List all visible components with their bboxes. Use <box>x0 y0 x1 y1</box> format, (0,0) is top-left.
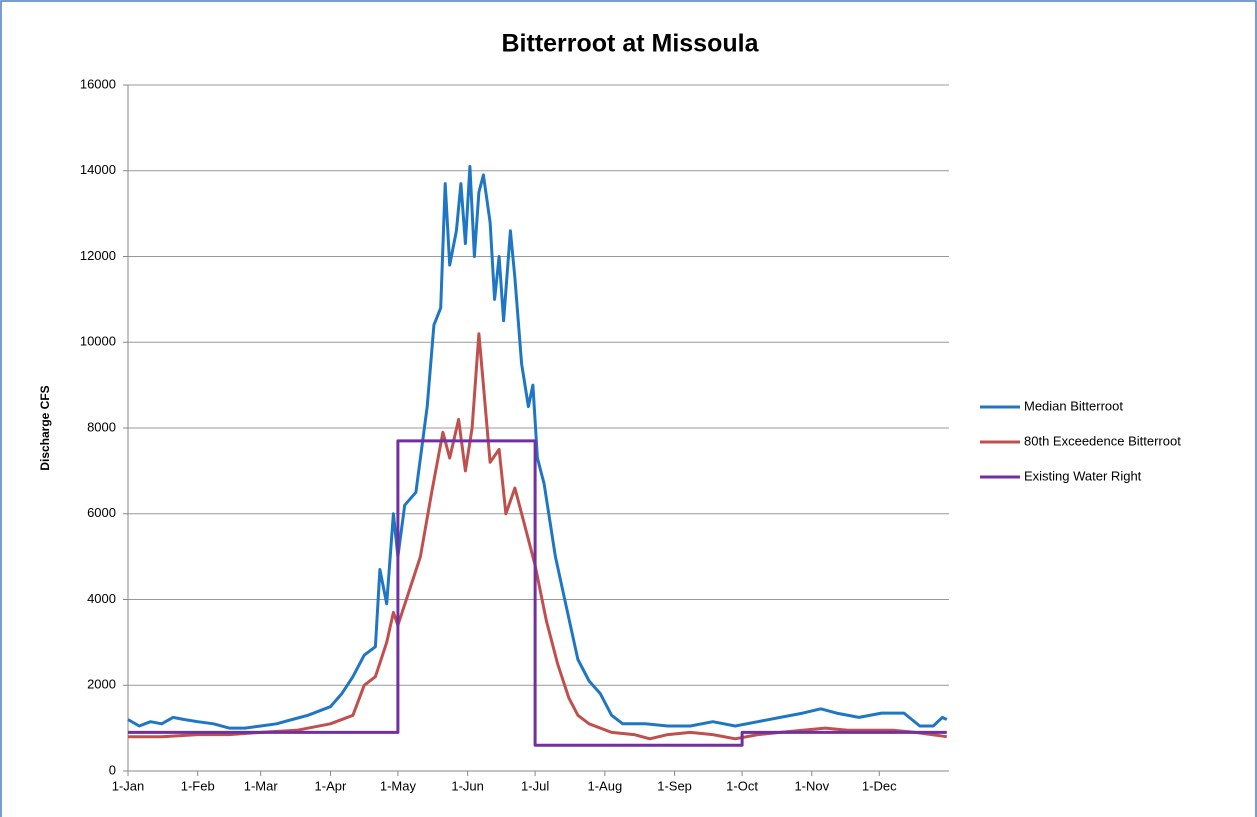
legend-label: Existing Water Right <box>1024 468 1142 483</box>
x-tick-label: 1-Jan <box>112 778 145 793</box>
x-tick-label: 1-Feb <box>181 778 215 793</box>
y-tick-label: 8000 <box>87 419 116 434</box>
y-tick-label: 12000 <box>80 248 116 263</box>
y-tick-label: 6000 <box>87 505 116 520</box>
x-tick-label: 1-May <box>380 778 417 793</box>
y-tick-label: 10000 <box>80 334 116 349</box>
chart-title: Bitterroot at Missoula <box>502 30 760 58</box>
x-tick-label: 1-Jul <box>521 778 549 793</box>
x-tick-label: 1-Oct <box>726 778 758 793</box>
x-tick-label: 1-Mar <box>244 778 279 793</box>
series-line <box>127 165 948 730</box>
y-tick-label: 0 <box>109 762 116 777</box>
legend-label: 80th Exceedence Bitterroot <box>1024 433 1181 448</box>
y-tick-label: 4000 <box>87 591 116 606</box>
y-tick-label: 14000 <box>80 162 116 177</box>
x-tick-label: 1-Dec <box>862 778 897 793</box>
series-line <box>128 439 947 747</box>
x-tick-label: 1-Jun <box>451 778 484 793</box>
x-tick-label: 1-Apr <box>315 778 347 793</box>
y-axis-label: Discharge CFS <box>38 385 52 470</box>
legend-label: Median Bitterroot <box>1024 398 1123 413</box>
x-tick-label: 1-Sep <box>657 778 692 793</box>
series-line <box>128 332 948 741</box>
x-tick-label: 1-Nov <box>794 778 829 793</box>
y-tick-label: 2000 <box>87 677 116 692</box>
x-tick-label: 1-Aug <box>588 778 623 793</box>
y-tick-label: 16000 <box>80 76 116 91</box>
